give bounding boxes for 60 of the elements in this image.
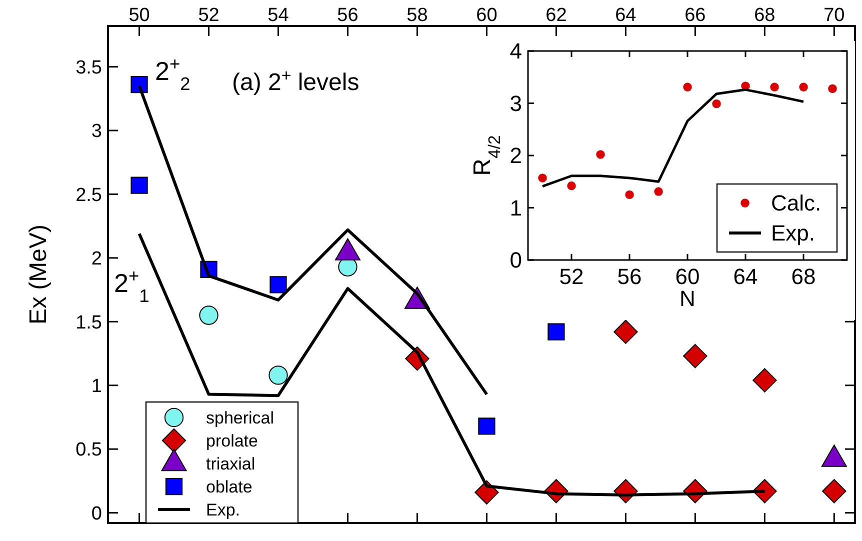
x-tick-label: 58 — [406, 5, 428, 26]
x-tick-label: 62 — [546, 5, 567, 26]
point — [548, 323, 565, 340]
annotation: (a) 2$^{+}$ levels — [232, 66, 360, 96]
y-tick-label: 2.5 — [76, 184, 102, 206]
point — [654, 187, 663, 196]
point — [268, 366, 288, 385]
y-tick-label: 1 — [91, 376, 102, 398]
x-tick-label: 54 — [268, 5, 290, 26]
x-tick-label: 56 — [617, 264, 642, 289]
x-tick-label: 60 — [675, 264, 700, 289]
x-tick-label: 52 — [559, 264, 584, 289]
x-tick-label: 64 — [615, 5, 637, 26]
point — [199, 306, 218, 325]
x-tick-label: 50 — [128, 5, 150, 26]
y-axis-title: Ex (MeV) — [25, 224, 52, 325]
point — [828, 84, 837, 93]
point — [270, 276, 287, 294]
point — [614, 320, 638, 344]
point — [478, 418, 496, 435]
y-tick-label: 4 — [510, 38, 522, 64]
x-axis-title: N — [680, 286, 696, 312]
point — [822, 479, 846, 504]
y-tick-label: 2 — [91, 248, 102, 270]
legend-label: oblate — [206, 477, 252, 496]
x-tick-label: 68 — [754, 5, 776, 26]
x-tick-label: 64 — [733, 264, 758, 289]
y-tick-label: 2 — [510, 143, 522, 168]
y-tick-label: 3.5 — [76, 57, 102, 78]
point — [596, 150, 605, 159]
legend-label: prolate — [206, 431, 258, 450]
point — [130, 176, 148, 194]
point — [130, 76, 148, 94]
x-tick-label: 66 — [684, 5, 706, 26]
y-tick-label: 1 — [510, 195, 522, 220]
y-tick-label: 3 — [510, 90, 522, 116]
y-tick-label: 0 — [91, 503, 102, 524]
y-tick-label: 0 — [510, 248, 522, 273]
point — [799, 82, 808, 92]
legend-label: Exp. — [206, 500, 240, 520]
point — [712, 99, 721, 108]
legend-label: triaxial — [206, 454, 256, 474]
legend-label: spherical — [206, 408, 274, 428]
point — [683, 82, 692, 92]
point — [567, 181, 576, 190]
point — [752, 368, 777, 392]
point — [625, 190, 634, 200]
x-tick-label: 68 — [791, 264, 816, 289]
legend-label: Calc. — [771, 190, 822, 216]
legend-label: Exp. — [771, 220, 816, 246]
y-tick-label: 1.5 — [76, 312, 102, 334]
point — [683, 344, 708, 368]
x-tick-label: 60 — [476, 5, 498, 26]
y-tick-label: 3 — [91, 121, 102, 142]
point — [538, 174, 547, 182]
point — [770, 82, 779, 92]
x-tick-label: 70 — [824, 5, 845, 26]
y-tick-label: 0.5 — [76, 440, 102, 461]
x-tick-label: 56 — [337, 5, 358, 26]
x-tick-label: 52 — [198, 5, 220, 26]
